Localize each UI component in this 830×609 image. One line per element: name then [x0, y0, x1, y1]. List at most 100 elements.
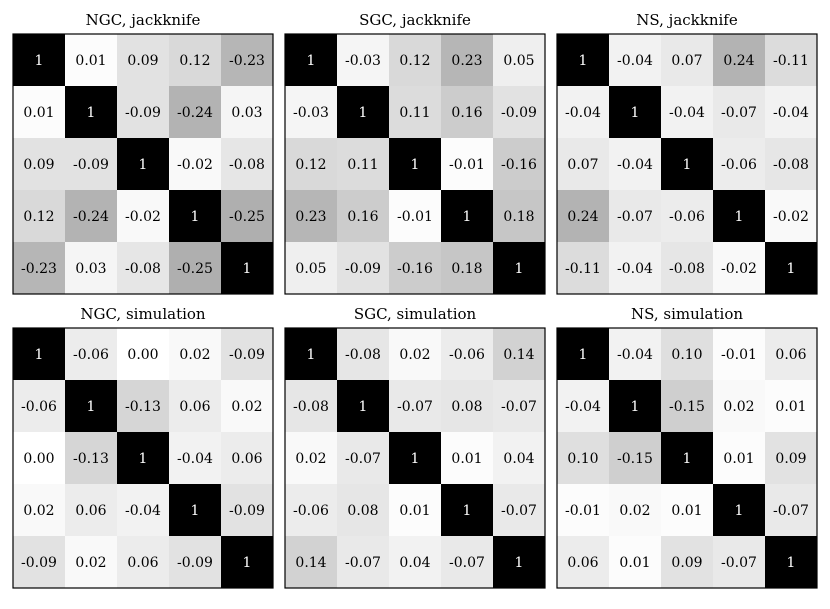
panel-title: SGC, jackknife [359, 11, 471, 29]
correlation-panel: NGC, simulation 1 -0.06 0.00 0.02 -0.09 -0.06 1… [12, 305, 274, 589]
matrix-cell [285, 484, 338, 537]
matrix-cell [765, 34, 818, 87]
matrix-cell [765, 484, 818, 537]
matrix-cell [389, 380, 442, 433]
cell-value-label: 0.06 [567, 555, 598, 571]
matrix-cell [609, 138, 662, 191]
diagonal-cell [221, 536, 274, 589]
matrix-cell [13, 484, 66, 537]
matrix-cell [389, 536, 442, 589]
cell-value-label: -0.01 [449, 157, 485, 173]
cell-value-label: -0.24 [73, 209, 109, 225]
cell-value-label: -0.24 [177, 105, 213, 121]
matrix-cell [169, 432, 222, 485]
cell-value-label: 0.23 [295, 209, 326, 225]
cell-value-label: 1 [463, 209, 472, 225]
cell-value-label: -0.25 [229, 209, 265, 225]
diagonal-cell [337, 380, 390, 433]
cell-value-label: 0.09 [775, 451, 806, 467]
cell-value-label: -0.15 [617, 451, 653, 467]
matrix-cell [441, 34, 494, 87]
matrix-cell [169, 242, 222, 295]
matrix-cell [713, 138, 766, 191]
cell-value-label: -0.03 [345, 53, 381, 69]
diagonal-cell [609, 86, 662, 139]
cell-value-label: -0.07 [345, 555, 381, 571]
diagonal-cell [285, 34, 338, 87]
cell-value-label: 0.01 [671, 503, 702, 519]
panel-title: SGC, simulation [354, 305, 477, 323]
matrix-cell [557, 380, 610, 433]
panel-title: NS, simulation [631, 305, 743, 323]
cell-value-label: -0.08 [125, 261, 161, 277]
cell-value-label: 1 [463, 503, 472, 519]
cell-value-label: 0.00 [127, 347, 158, 363]
cell-value-label: 1 [411, 451, 420, 467]
cell-value-label: 0.05 [295, 261, 326, 277]
matrix-cell [13, 190, 66, 243]
cell-value-label: 0.16 [347, 209, 378, 225]
cell-value-label: 0.16 [451, 105, 482, 121]
cell-value-label: 1 [87, 399, 96, 415]
cell-value-label: 1 [243, 261, 252, 277]
cell-value-label: -0.23 [21, 261, 57, 277]
cell-value-label: -0.08 [229, 157, 265, 173]
matrix-cell [441, 138, 494, 191]
matrix-cell [557, 484, 610, 537]
panel-frame [556, 33, 818, 295]
diagonal-cell [557, 34, 610, 87]
cell-value-label: 1 [735, 209, 744, 225]
cell-value-label: -0.04 [617, 261, 653, 277]
cell-value-label: -0.02 [773, 209, 809, 225]
matrix-cell [221, 484, 274, 537]
cell-value-label: 0.06 [231, 451, 262, 467]
cell-value-label: 0.01 [451, 451, 482, 467]
matrix-cell [13, 432, 66, 485]
cell-value-label: 0.02 [23, 503, 54, 519]
cell-value-label: 0.06 [179, 399, 210, 415]
cell-value-label: -0.08 [345, 347, 381, 363]
diagonal-cell [661, 432, 714, 485]
cell-value-label: 0.01 [75, 53, 106, 69]
diagonal-cell [285, 328, 338, 381]
cell-value-label: -0.07 [397, 399, 433, 415]
cell-value-label: -0.07 [773, 503, 809, 519]
cell-value-label: -0.16 [397, 261, 433, 277]
cell-value-label: -0.09 [177, 555, 213, 571]
matrix-cell [13, 536, 66, 589]
diagonal-cell [493, 536, 546, 589]
matrix-cell [765, 190, 818, 243]
cell-value-label: -0.08 [669, 261, 705, 277]
cell-value-label: 0.03 [231, 105, 262, 121]
cell-value-label: -0.13 [125, 399, 161, 415]
cell-value-label: 0.07 [671, 53, 702, 69]
matrix-cell [117, 484, 170, 537]
diagonal-cell [493, 242, 546, 295]
cell-value-label: -0.06 [293, 503, 329, 519]
matrix-cell [713, 86, 766, 139]
diagonal-cell [117, 138, 170, 191]
diagonal-cell [389, 432, 442, 485]
cell-value-label: -0.02 [177, 157, 213, 173]
matrix-cell [609, 34, 662, 87]
cell-value-label: 1 [139, 451, 148, 467]
matrix-cell [169, 536, 222, 589]
matrix-cell [221, 86, 274, 139]
matrix-cell [713, 34, 766, 87]
matrix-cell [661, 484, 714, 537]
matrix-cell [169, 328, 222, 381]
matrix-cell [557, 86, 610, 139]
matrix-cell [65, 328, 118, 381]
matrix-cell [389, 328, 442, 381]
matrix-cell [65, 536, 118, 589]
matrix-cell [221, 138, 274, 191]
cell-value-label: 0.00 [23, 451, 54, 467]
matrix-cell [285, 380, 338, 433]
matrix-cell [13, 380, 66, 433]
matrix-cell [713, 380, 766, 433]
cell-value-label: 1 [359, 105, 368, 121]
matrix-cell [661, 380, 714, 433]
cell-value-label: -0.11 [565, 261, 601, 277]
matrix-cell [285, 242, 338, 295]
